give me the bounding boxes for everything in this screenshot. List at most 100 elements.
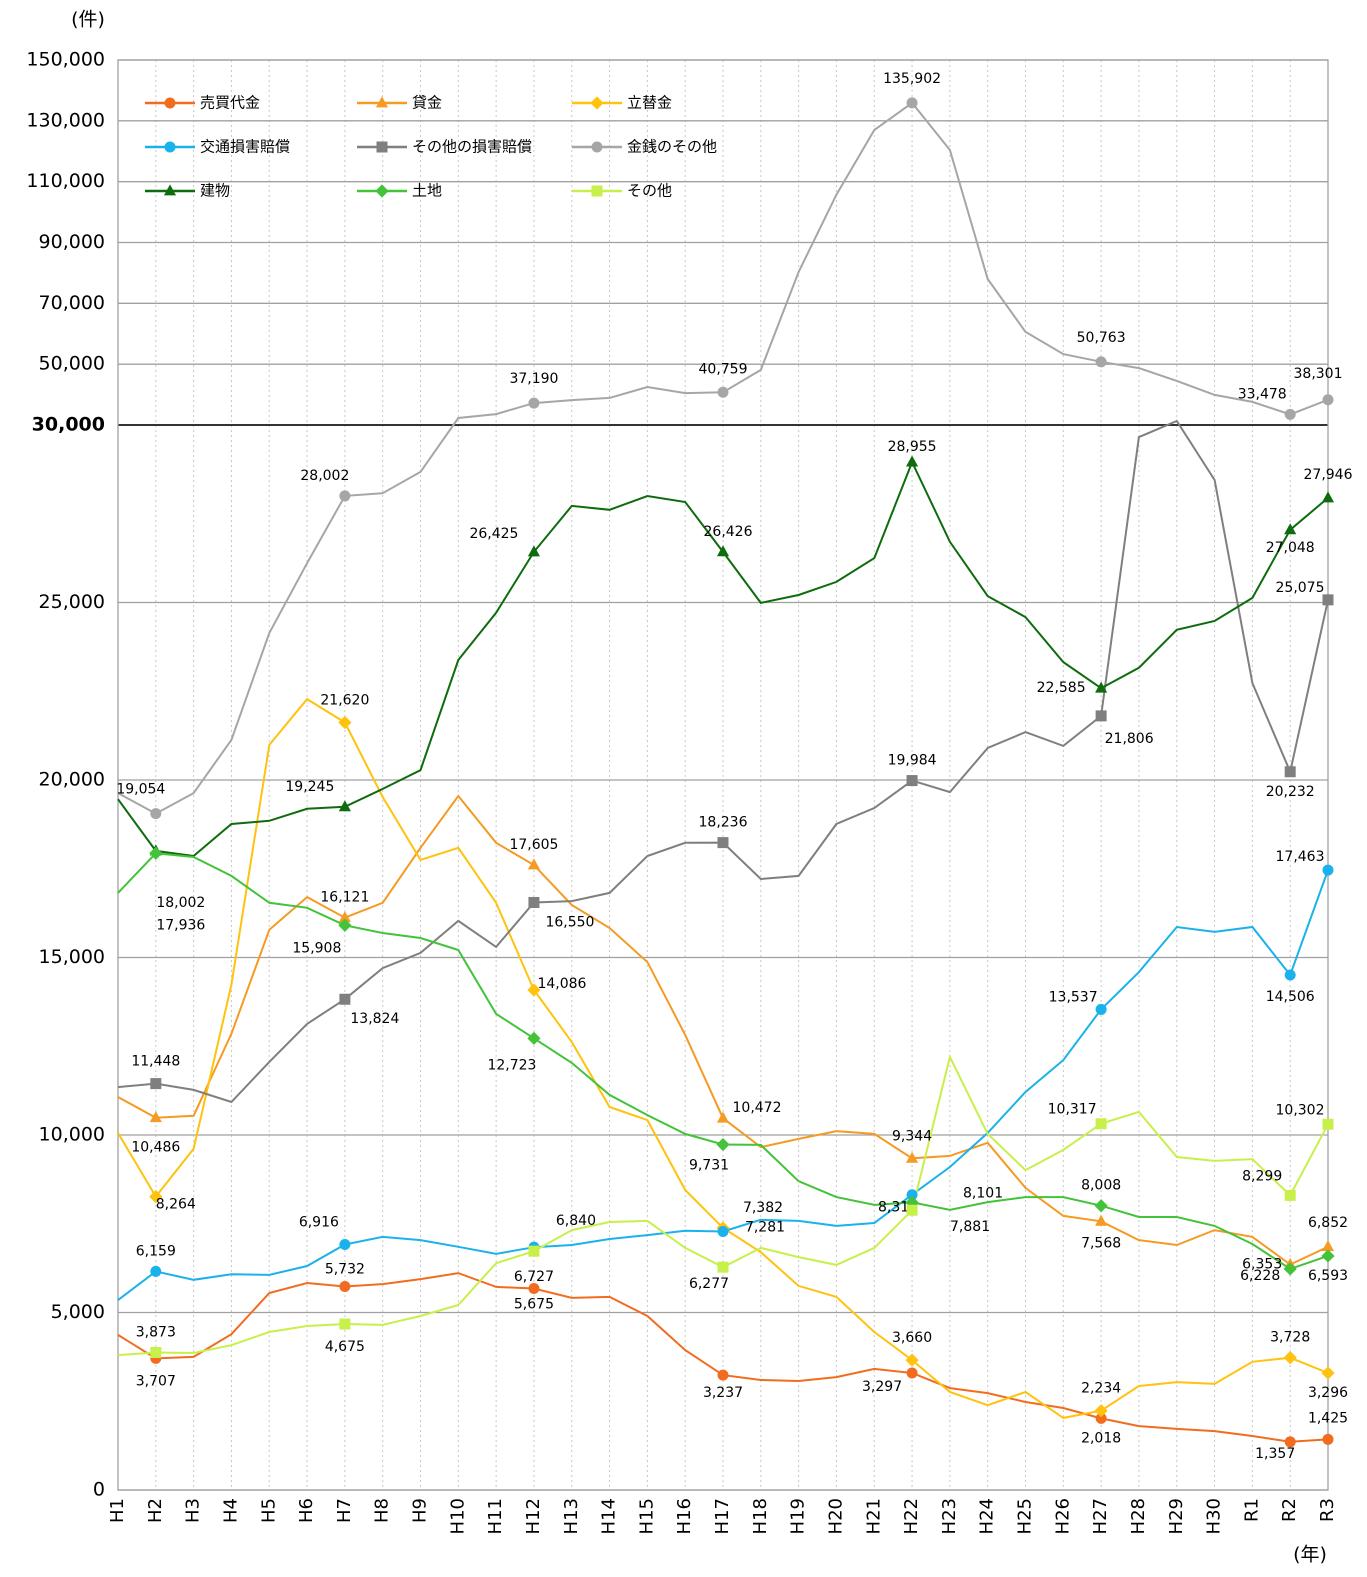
point-marker xyxy=(717,1226,729,1238)
point-marker xyxy=(1321,491,1335,503)
point-marker xyxy=(1283,1262,1297,1276)
x-tick-label: H29 xyxy=(1166,1498,1187,1534)
value-label: 2,234 xyxy=(1081,1381,1121,1397)
y-tick-label: 20,000 xyxy=(39,769,105,791)
point-marker xyxy=(1284,523,1297,535)
point-marker xyxy=(1284,408,1296,420)
value-label: 18,236 xyxy=(699,815,748,831)
point-marker xyxy=(1322,864,1334,876)
y-tick-label: 30,000 xyxy=(32,414,105,436)
y-tick-label: 90,000 xyxy=(39,231,105,253)
value-label: 6,593 xyxy=(1308,1268,1348,1284)
legend-marker xyxy=(591,185,603,197)
point-marker xyxy=(905,1353,919,1367)
y-tick-label: 25,000 xyxy=(39,591,105,613)
x-tick-label: R1 xyxy=(1241,1498,1262,1522)
point-marker xyxy=(1321,1249,1335,1263)
y-tick-label: 150,000 xyxy=(26,49,105,71)
value-label: 1,425 xyxy=(1308,1410,1348,1426)
legend-marker xyxy=(590,96,604,110)
value-label: 6,916 xyxy=(299,1214,339,1230)
value-label: 6,852 xyxy=(1308,1215,1348,1231)
x-tick-label: H24 xyxy=(977,1498,998,1534)
x-tick-label: H28 xyxy=(1128,1498,1149,1534)
point-marker xyxy=(1322,394,1334,406)
point-marker xyxy=(1095,1412,1107,1424)
plot-frame xyxy=(117,59,1329,1491)
legend-label: 土地 xyxy=(412,182,442,200)
value-label: 1,357 xyxy=(1255,1446,1295,1462)
value-label: 26,425 xyxy=(469,526,518,542)
point-marker xyxy=(1095,1118,1107,1130)
point-marker xyxy=(1321,1366,1335,1380)
point-marker xyxy=(1284,766,1296,778)
value-label: 21,620 xyxy=(320,692,369,708)
x-tick-label: H22 xyxy=(901,1498,922,1534)
value-label: 6,228 xyxy=(1240,1268,1280,1284)
legend-marker xyxy=(163,184,177,196)
point-marker xyxy=(906,1204,918,1216)
legend-marker xyxy=(591,141,603,153)
value-label: 28,002 xyxy=(300,468,349,484)
y-tick-label: 110,000 xyxy=(26,170,105,192)
x-tick-label: H5 xyxy=(258,1498,279,1523)
value-label: 15,908 xyxy=(292,940,341,956)
x-tick-label: H15 xyxy=(636,1498,657,1534)
value-label: 12,723 xyxy=(487,1057,536,1073)
value-label: 27,946 xyxy=(1304,467,1353,483)
point-marker xyxy=(339,490,351,502)
legend-label: 建物 xyxy=(200,182,230,200)
point-marker xyxy=(1284,1189,1296,1201)
legend-label: 金銭のその他 xyxy=(627,138,717,156)
legend-label: 売買代金 xyxy=(200,94,260,112)
value-label: 4,675 xyxy=(325,1339,365,1355)
legend-marker xyxy=(164,141,176,153)
value-label: 5,675 xyxy=(514,1297,554,1313)
value-label: 8,264 xyxy=(156,1197,196,1213)
value-label: 16,121 xyxy=(320,890,369,906)
value-label: 16,550 xyxy=(545,914,594,930)
x-tick-label: H23 xyxy=(939,1498,960,1534)
point-marker xyxy=(717,837,729,849)
point-marker xyxy=(339,1318,351,1330)
point-marker xyxy=(717,386,729,398)
x-tick-label: H3 xyxy=(183,1498,204,1523)
value-label: 17,605 xyxy=(509,837,558,853)
legend-marker xyxy=(375,184,389,198)
y-tick-label: 5,000 xyxy=(51,1301,105,1323)
value-label: 7,382 xyxy=(743,1200,783,1216)
value-label: 3,707 xyxy=(136,1373,176,1389)
point-marker xyxy=(339,1238,351,1250)
value-label: 10,472 xyxy=(733,1100,782,1116)
x-tick-label: H7 xyxy=(334,1498,355,1523)
value-label: 10,302 xyxy=(1276,1102,1325,1118)
point-marker xyxy=(906,1189,918,1201)
value-label: 33,478 xyxy=(1238,386,1287,402)
x-tick-label: H10 xyxy=(447,1498,468,1534)
y-tick-label: 0 xyxy=(93,1479,105,1501)
point-marker xyxy=(906,1151,919,1163)
point-marker xyxy=(338,911,351,923)
point-marker xyxy=(1322,1433,1334,1445)
point-marker xyxy=(716,545,730,557)
legend-label: 貸金 xyxy=(412,94,442,112)
value-label: 13,824 xyxy=(350,1011,399,1027)
point-marker xyxy=(339,1281,351,1293)
value-label: 22,585 xyxy=(1037,680,1086,696)
x-tick-label: H30 xyxy=(1204,1498,1225,1534)
value-label: 25,075 xyxy=(1276,580,1325,596)
point-marker xyxy=(1284,969,1296,981)
point-marker xyxy=(527,1031,541,1045)
point-marker xyxy=(1095,356,1107,368)
value-label: 17,936 xyxy=(156,917,205,933)
point-marker xyxy=(338,715,352,730)
x-tick-label: H17 xyxy=(712,1498,733,1534)
point-marker xyxy=(528,397,540,409)
value-label: 6,727 xyxy=(514,1269,554,1285)
point-marker xyxy=(149,1111,162,1123)
value-label: 28,955 xyxy=(888,439,937,455)
value-label: 7,568 xyxy=(1081,1235,1121,1251)
x-tick-label: H14 xyxy=(599,1498,620,1534)
point-marker xyxy=(527,858,540,870)
point-marker xyxy=(1095,681,1108,693)
